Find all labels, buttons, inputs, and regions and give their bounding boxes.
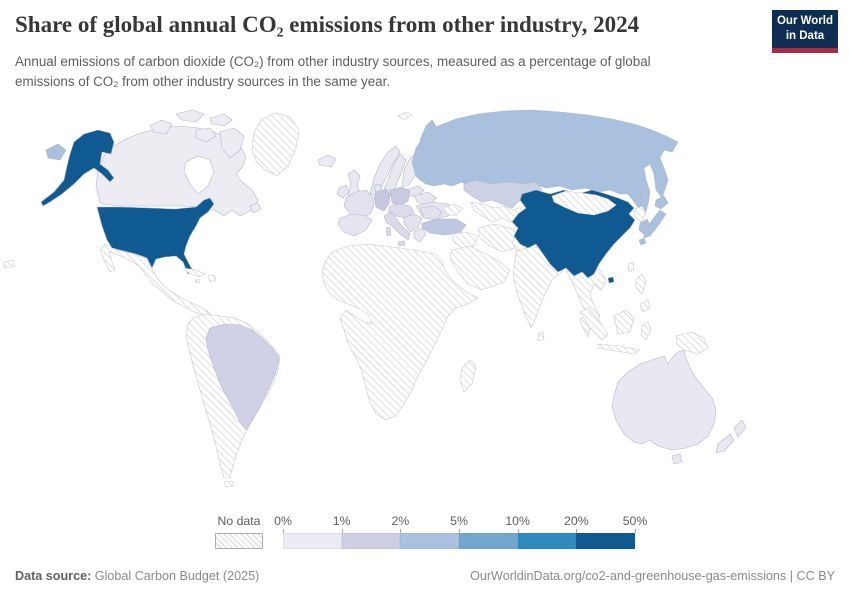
data-source-value: Global Carbon Budget (2025) [91, 569, 260, 583]
country-canada-arctic-2[interactable] [175, 109, 205, 123]
country-new-guinea[interactable] [675, 331, 709, 355]
legend-tick-label: 2% [391, 514, 410, 528]
country-taiwan[interactable] [627, 261, 635, 273]
chart-subtitle: Annual emissions of carbon dioxide (CO₂)… [15, 52, 775, 92]
legend-tick-label: 1% [332, 514, 351, 528]
country-china-hainan[interactable] [607, 276, 615, 284]
legend-tick-mark [400, 529, 402, 533]
country-japan-kyushu[interactable] [638, 237, 647, 246]
country-romania-bulgaria[interactable] [419, 205, 443, 221]
legend-tick-label: 0% [274, 514, 292, 528]
legend-bin-0[interactable] [283, 533, 342, 549]
country-usa[interactable] [96, 197, 215, 275]
legend-tick-mark [341, 529, 343, 533]
page-title: Share of global annual CO₂ emissions fro… [15, 12, 640, 37]
country-balkans[interactable] [403, 213, 423, 233]
country-greece[interactable] [413, 227, 427, 243]
country-germany[interactable] [373, 188, 391, 212]
no-data-label: No data [217, 514, 261, 528]
legend-tick-mark [459, 529, 460, 533]
legend-tick-label: 10% [505, 514, 530, 528]
country-philippines-mindanao[interactable] [639, 299, 651, 313]
country-canada-arctic-3[interactable] [209, 113, 233, 127]
country-turkey[interactable] [421, 218, 467, 236]
country-madagascar[interactable] [459, 359, 477, 393]
country-mexico-central-america[interactable] [99, 243, 214, 320]
region-africa[interactable] [321, 243, 479, 421]
country-canada-newfoundland[interactable] [249, 202, 262, 214]
country-japan-honshu[interactable] [643, 209, 667, 239]
country-sri-lanka[interactable] [537, 331, 545, 342]
country-russia-novaya-zemlya[interactable] [419, 119, 437, 147]
country-australia[interactable] [611, 349, 717, 451]
country-syria-iraq[interactable] [451, 231, 479, 249]
country-italy-sardinia[interactable] [385, 226, 392, 237]
country-indonesia-sulawesi[interactable] [640, 321, 652, 341]
legend-bin-4[interactable] [517, 533, 577, 549]
country-caucasus[interactable] [443, 203, 463, 217]
country-japan-hokkaido[interactable] [654, 195, 669, 210]
country-new-zealand-south[interactable] [715, 433, 735, 454]
country-greenland[interactable] [251, 112, 300, 177]
country-indonesia-sumatra[interactable] [579, 307, 609, 341]
country-poland[interactable] [389, 186, 411, 207]
country-spain[interactable] [337, 213, 373, 237]
legend-bin-3[interactable] [459, 533, 518, 549]
country-brazil[interactable] [205, 323, 280, 431]
legend-tick-label: 50% [622, 514, 648, 528]
legend-tick-mark [283, 529, 284, 533]
data-source-label: Data source: [15, 569, 92, 583]
world-map [2, 109, 747, 488]
chart-subtitle-line1: Annual emissions of carbon dioxide (CO₂)… [15, 54, 651, 69]
owid-logo-line2: in Data [785, 30, 825, 42]
country-philippines-luzon[interactable] [635, 273, 647, 295]
country-russia-chukotka-west[interactable] [45, 143, 67, 161]
country-central-europe[interactable] [387, 203, 415, 219]
hudson-bay [183, 155, 215, 195]
country-australia-tasmania[interactable] [671, 453, 683, 465]
legend-color-bar [283, 533, 636, 549]
map-legend: No data 0% 1% 2% 5% 10% 20% 50% [0, 512, 850, 560]
legend-tick-mark [635, 529, 636, 533]
chart-subtitle-line2: emissions of CO₂ from other industry sou… [15, 74, 391, 90]
country-canada-arctic-4[interactable] [195, 127, 217, 143]
chart-footer: Data source: Global Carbon Budget (2025)… [15, 569, 835, 583]
country-indonesia-borneo[interactable] [613, 309, 635, 335]
country-hispaniola[interactable] [207, 274, 217, 283]
legend-bin-1[interactable] [341, 533, 401, 549]
country-canada-baffin[interactable] [219, 127, 245, 159]
country-france[interactable] [343, 189, 375, 219]
no-data-swatch[interactable] [215, 533, 263, 549]
country-ireland[interactable] [336, 184, 350, 199]
country-north-korea[interactable] [633, 205, 647, 223]
data-source: Data source: Global Carbon Budget (2025) [15, 569, 259, 583]
owid-logo: Our World in Data [772, 10, 838, 53]
country-svalbard[interactable] [397, 111, 413, 121]
country-iceland[interactable] [317, 154, 337, 168]
legend-tick-label: 5% [450, 514, 468, 528]
country-usa-hawaii[interactable] [2, 259, 16, 269]
owid-logo-line1: Our World [776, 15, 833, 28]
legend-tick-mark [576, 529, 578, 533]
country-belarus[interactable] [413, 191, 437, 206]
country-jamaica[interactable] [194, 278, 201, 284]
country-iran[interactable] [477, 223, 521, 253]
country-russia-sakhalin[interactable] [640, 187, 650, 213]
country-mongolia[interactable] [551, 190, 617, 216]
legend-tick-mark [517, 529, 519, 533]
legend-bin-5[interactable] [576, 533, 636, 549]
country-italy[interactable] [383, 211, 411, 241]
country-new-zealand-north[interactable] [733, 419, 747, 438]
country-usa-alaska[interactable] [40, 129, 115, 207]
country-italy-sicily[interactable] [397, 240, 406, 247]
country-cuba[interactable] [183, 267, 206, 278]
legend-tick-label: 20% [564, 514, 589, 528]
country-canada-arctic-1[interactable] [149, 119, 173, 135]
country-tierra-del-fuego[interactable] [223, 480, 235, 488]
country-indonesia-java[interactable] [597, 343, 641, 355]
legend-bin-2[interactable] [400, 533, 460, 549]
country-arabia[interactable] [449, 245, 511, 291]
attribution-link[interactable]: OurWorldinData.org/co2-and-greenhouse-ga… [470, 569, 835, 583]
